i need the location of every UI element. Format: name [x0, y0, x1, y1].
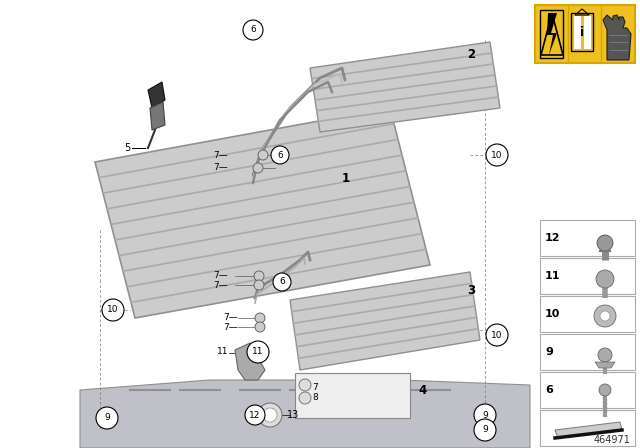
Bar [540, 220, 635, 256]
Polygon shape [555, 422, 622, 438]
Text: 11: 11 [545, 271, 561, 281]
Text: 7—: 7— [213, 271, 228, 280]
Circle shape [255, 322, 265, 332]
Text: 10: 10 [492, 151, 503, 159]
Text: 6: 6 [277, 151, 283, 159]
Polygon shape [95, 108, 430, 318]
Polygon shape [603, 15, 631, 60]
Text: 10: 10 [492, 331, 503, 340]
Circle shape [299, 392, 311, 404]
Text: 13: 13 [287, 410, 300, 420]
Text: 6: 6 [250, 26, 256, 34]
Bar [540, 258, 635, 294]
Text: 12: 12 [545, 233, 561, 243]
Circle shape [247, 341, 269, 363]
Polygon shape [547, 13, 557, 55]
Circle shape [96, 407, 118, 429]
Text: 11: 11 [216, 348, 228, 357]
Circle shape [599, 384, 611, 396]
Text: 5: 5 [124, 143, 130, 153]
Circle shape [271, 146, 289, 164]
Polygon shape [540, 10, 563, 58]
Bar [535, 5, 635, 63]
Text: 4: 4 [418, 383, 426, 396]
Polygon shape [290, 272, 480, 370]
Text: 7—: 7— [223, 314, 238, 323]
Text: 10: 10 [545, 309, 561, 319]
Polygon shape [310, 42, 500, 132]
Circle shape [596, 270, 614, 288]
Bar [295, 373, 410, 418]
Circle shape [258, 150, 268, 160]
Polygon shape [150, 102, 165, 130]
Bar [540, 410, 635, 446]
Circle shape [474, 419, 496, 441]
Circle shape [254, 280, 264, 290]
Circle shape [243, 20, 263, 40]
Bar [571, 13, 593, 51]
Text: 1: 1 [342, 172, 350, 185]
Circle shape [600, 311, 610, 321]
Text: 7—: 7— [213, 164, 228, 172]
Text: 7: 7 [312, 383, 318, 392]
Text: 12: 12 [250, 410, 260, 419]
Circle shape [253, 163, 263, 173]
Bar [540, 372, 635, 408]
Circle shape [255, 313, 265, 323]
Circle shape [245, 405, 265, 425]
Circle shape [597, 235, 613, 251]
Polygon shape [148, 82, 165, 108]
Circle shape [254, 271, 264, 281]
Circle shape [299, 379, 311, 391]
Bar [540, 334, 635, 370]
Text: 10: 10 [108, 306, 119, 314]
Polygon shape [595, 362, 615, 368]
Text: 8: 8 [312, 393, 318, 402]
Bar [583, 15, 591, 49]
Circle shape [598, 348, 612, 362]
Polygon shape [80, 380, 530, 448]
Text: i: i [580, 26, 584, 39]
Text: 9: 9 [104, 414, 110, 422]
Text: 9: 9 [482, 426, 488, 435]
Bar [573, 15, 581, 49]
Circle shape [486, 144, 508, 166]
Text: 7—: 7— [213, 280, 228, 289]
Text: 9: 9 [482, 410, 488, 419]
Circle shape [258, 403, 282, 427]
Bar [540, 296, 635, 332]
Circle shape [273, 273, 291, 291]
Text: 7—: 7— [213, 151, 228, 159]
Circle shape [102, 299, 124, 321]
Text: 464971: 464971 [593, 435, 630, 445]
Text: 11: 11 [252, 348, 264, 357]
Polygon shape [235, 343, 265, 380]
Text: 6: 6 [279, 277, 285, 287]
Text: 7—: 7— [223, 323, 238, 332]
Text: 2: 2 [467, 48, 475, 61]
Circle shape [594, 305, 616, 327]
Text: 6: 6 [545, 385, 553, 395]
Text: 9: 9 [545, 347, 553, 357]
Text: 3: 3 [467, 284, 475, 297]
Circle shape [263, 408, 277, 422]
Circle shape [486, 324, 508, 346]
Circle shape [474, 404, 496, 426]
